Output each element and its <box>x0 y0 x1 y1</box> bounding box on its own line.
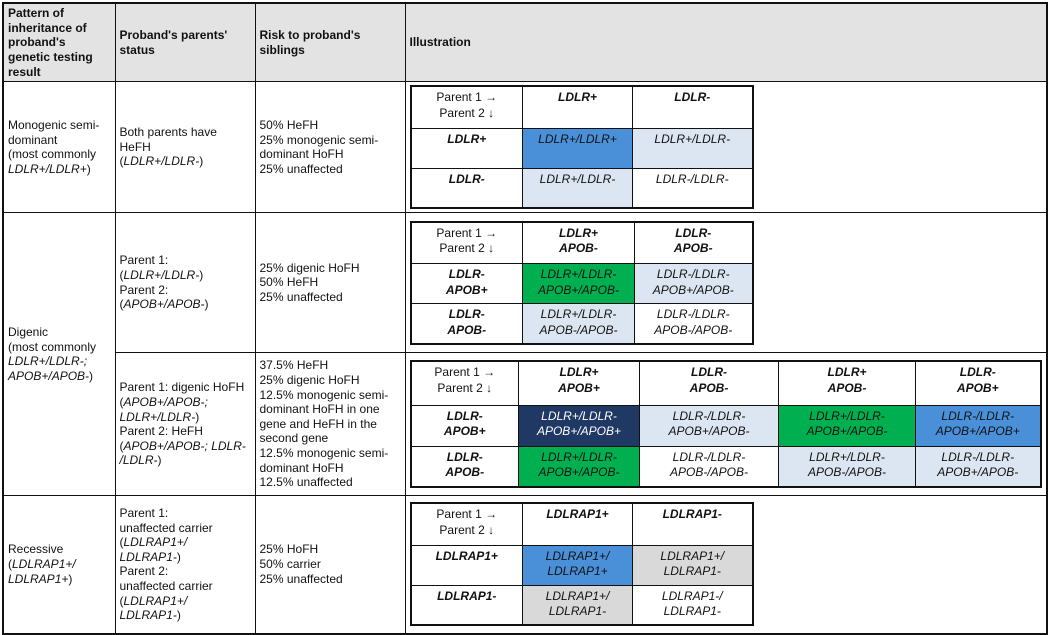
punnett-corner: Parent 1 → Parent 2 ↓ <box>410 360 519 406</box>
punnett-cell: LDLR+/LDLR- APOB+/APOB+ <box>518 404 640 447</box>
recessive-pattern-cell: Recessive (LDLRAP1+/LDLRAP1+) <box>2 495 116 635</box>
punnett-square-recessive: Parent 1 → Parent 2 ↓ LDLRAP1+ LDLRAP1- LDL… <box>409 502 1043 627</box>
header-illustration: Illustration <box>404 2 1048 83</box>
punnett-cell: LDLRAP1-/ LDLRAP1- <box>632 584 753 626</box>
punnett-cell: LDLRAP1+/ LDLRAP1+ <box>522 544 633 586</box>
row-monogenic: Monogenic semi-dominant (most commonly LDL… <box>2 81 1048 214</box>
punnett-col-header: LDLRAP1- <box>632 502 753 546</box>
header-risk-siblings: Risk to proband's siblings <box>254 2 406 83</box>
monogenic-pattern-cell: Monogenic semi-dominant (most commonly LDL… <box>2 81 116 214</box>
recessive-parents-cell: Parent 1: unaffected carrier (LDLRAP1+/ LD… <box>114 495 256 635</box>
punnett-cell: LDLR-/LDLR- APOB+/APOB- <box>639 404 779 447</box>
punnett-square-digenic-a: Parent 1 → Parent 2 ↓ LDLR+ APOB- LDLR- AP… <box>409 220 1043 345</box>
punnett-row-header: LDLR- <box>410 167 523 209</box>
punnett-cell: LDLRAP1+/ LDLRAP1- <box>632 544 753 586</box>
header-parents-status: Proband's parents' status <box>114 2 256 83</box>
monogenic-parents-cell: Both parents have HeFH (LDLR+/LDLR-) <box>114 81 256 214</box>
recessive-illustration-cell: Parent 1 → Parent 2 ↓ LDLRAP1+ LDLRAP1- LDL… <box>404 495 1048 635</box>
punnett-col-header: LDLR- APOB- <box>639 360 779 406</box>
digenic-b-illustration-cell: Parent 1 → Parent 2 ↓ LDLR+ APOB+ LDLR- AP… <box>404 352 1048 497</box>
punnett-row-header: LDLR- APOB+ <box>410 263 523 305</box>
row-digenic-a: Digenic (most commonly LDLR+/LDLR-; APOB+/A… <box>2 212 1048 497</box>
punnett-cell: LDLR+/LDLR- <box>632 127 753 169</box>
punnett-cell: LDLR-/LDLR- <box>632 167 753 209</box>
header-pattern: Pattern of inheritance of proband's gene… <box>2 2 116 83</box>
punnett-col-header: LDLRAP1+ <box>522 502 633 546</box>
punnett-square-digenic-b: Parent 1 → Parent 2 ↓ LDLR+ APOB+ LDLR- AP… <box>409 360 1043 489</box>
punnett-cell: LDLR-/LDLR- APOB-/APOB- <box>634 303 753 345</box>
punnett-corner: Parent 1 → Parent 2 ↓ <box>410 221 523 265</box>
punnett-cell: LDLR+/LDLR- APOB-/APOB- <box>522 303 635 345</box>
row-recessive: Recessive (LDLRAP1+/LDLRAP1+) Parent 1: un… <box>2 495 1048 635</box>
punnett-row-header: LDLRAP1+ <box>410 544 523 586</box>
punnett-cell: LDLR+/LDLR+ <box>522 127 633 169</box>
digenic-a-risk-cell: 25% digenic HoFH 50% HeFH 25% unaffected <box>254 212 406 354</box>
digenic-pattern-cell: Digenic (most commonly LDLR+/LDLR-; APOB+/A… <box>2 212 116 497</box>
punnett-row-header: LDLR- APOB+ <box>410 404 519 447</box>
punnett-row-header: LDLRAP1- <box>410 584 523 626</box>
punnett-cell: LDLR-/LDLR- APOB-/APOB- <box>639 445 779 488</box>
punnett-col-header: LDLR- APOB+ <box>915 360 1041 406</box>
punnett-row-header: LDLR- APOB- <box>410 303 523 345</box>
monogenic-risk-cell: 50% HeFH 25% monogenic semi-dominant HoFH… <box>254 81 406 214</box>
punnett-corner: Parent 1 → Parent 2 ↓ <box>410 85 523 129</box>
punnett-cell: LDLR+/LDLR- APOB+/APOB- <box>518 445 640 488</box>
punnett-col-header: LDLR- APOB- <box>634 221 753 265</box>
punnett-row-header: LDLR- APOB- <box>410 445 519 488</box>
punnett-cell: LDLR+/LDLR- APOB+/APOB- <box>778 404 916 447</box>
punnett-col-header: LDLR+ APOB+ <box>518 360 640 406</box>
digenic-a-illustration-cell: Parent 1 → Parent 2 ↓ LDLR+ APOB- LDLR- AP… <box>404 212 1048 354</box>
punnett-cell: LDLR-/LDLR- APOB+/APOB+ <box>915 404 1041 447</box>
punnett-cell: LDLRAP1+/ LDLRAP1- <box>522 584 633 626</box>
punnett-cell: LDLR+/LDLR- APOB+/APOB- <box>522 263 635 305</box>
punnett-col-header: LDLR+ <box>522 85 633 129</box>
punnett-cell: LDLR-/LDLR- APOB+/APOB- <box>634 263 753 305</box>
digenic-b-risk-cell: 37.5% HeFH 25% digenic HoFH 12.5% monogeni… <box>254 352 406 497</box>
punnett-cell: LDLR+/LDLR- <box>522 167 633 209</box>
punnett-cell: LDLR+/LDLR- APOB-/APOB- <box>778 445 916 488</box>
punnett-col-header: LDLR+ APOB- <box>778 360 916 406</box>
punnett-cell: LDLR-/LDLR- APOB+/APOB- <box>915 445 1041 488</box>
header-row: Pattern of inheritance of proband's gene… <box>2 2 1048 83</box>
recessive-risk-cell: 25% HoFH 50% carrier 25% unaffected <box>254 495 406 635</box>
row-digenic-b: Parent 1: digenic HoFH (APOB+/APOB-; LDLR+… <box>3 352 1048 497</box>
punnett-corner: Parent 1 → Parent 2 ↓ <box>410 502 523 546</box>
digenic-a-parents-cell: Parent 1: (LDLR+/LDLR-) Parent 2: (APOB+/A… <box>114 212 256 354</box>
digenic-b-parents-cell: Parent 1: digenic HoFH (APOB+/APOB-; LDLR+… <box>114 352 256 497</box>
punnett-row-header: LDLR+ <box>410 127 523 169</box>
punnett-col-header: LDLR- <box>632 85 753 129</box>
monogenic-illustration-cell: Parent 1 → Parent 2 ↓ LDLR+ LDLR- LDLR+ LDLR… <box>404 81 1048 214</box>
punnett-col-header: LDLR+ APOB- <box>522 221 635 265</box>
punnett-square-monogenic: Parent 1 → Parent 2 ↓ LDLR+ LDLR- LDLR+ LDLR… <box>409 85 1043 210</box>
